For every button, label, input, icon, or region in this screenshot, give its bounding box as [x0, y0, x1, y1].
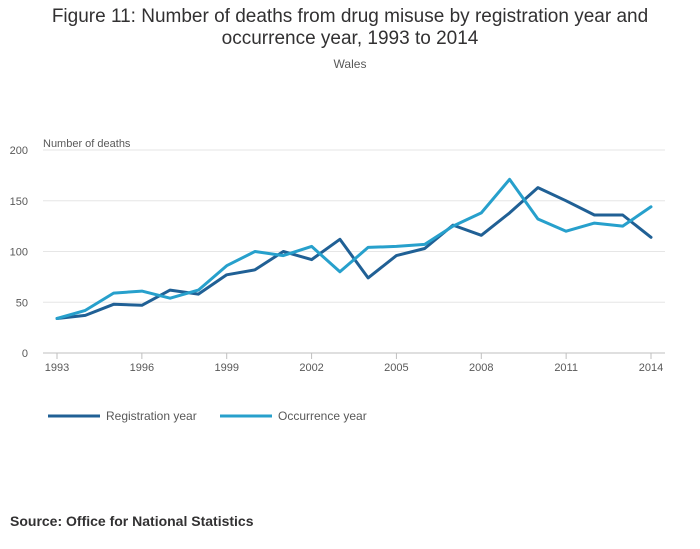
- y-tick-label: 0: [22, 348, 28, 360]
- y-axis-label: Number of deaths: [43, 138, 131, 150]
- x-tick-label: 1993: [45, 362, 69, 374]
- source-note: Source: Office for National Statistics: [10, 513, 254, 529]
- y-tick-label: 200: [10, 145, 28, 157]
- x-tick-label: 2008: [469, 362, 493, 374]
- y-tick-labels: 0 50 100 150 200: [10, 145, 28, 360]
- series-line-registration-year: [55, 186, 653, 320]
- legend-label: Occurrence year: [278, 409, 367, 423]
- y-tick-label: 150: [10, 196, 28, 208]
- x-tick-label: 2005: [384, 362, 408, 374]
- x-tick-label: 2014: [639, 362, 663, 374]
- y-tick-label: 100: [10, 247, 28, 259]
- y-tick-label: 50: [16, 297, 28, 309]
- x-tick-label: 2002: [299, 362, 323, 374]
- legend-item-registration-year: Registration year: [48, 409, 197, 423]
- series-line-occurrence-year: [55, 177, 653, 320]
- gridlines: [43, 149, 665, 354]
- legend-item-occurrence-year: Occurrence year: [220, 409, 367, 423]
- chart-subtitle: Wales: [333, 57, 367, 71]
- legend: Registration year Occurrence year: [48, 409, 367, 423]
- x-tick-label: 1996: [130, 362, 154, 374]
- x-tick-label: 2011: [554, 362, 578, 374]
- series-lines: [55, 177, 653, 320]
- x-tick-labels: 1993 1996 1999 2002 2005 2008 2011 2014: [45, 353, 663, 374]
- legend-label: Registration year: [106, 409, 197, 423]
- x-tick-label: 1999: [214, 362, 238, 374]
- chart-title: Figure 11: Number of deaths from drug mi…: [51, 6, 649, 49]
